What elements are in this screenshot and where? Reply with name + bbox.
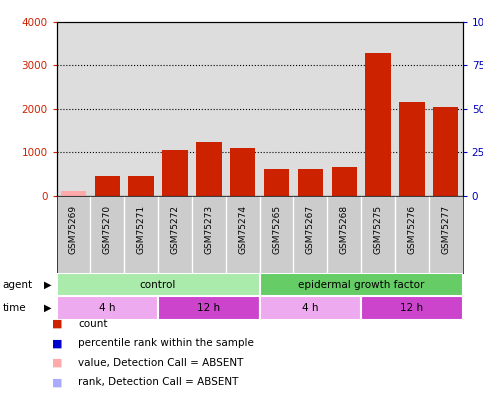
Text: value, Detection Call = ABSENT: value, Detection Call = ABSENT [78,358,243,368]
Bar [230,148,256,196]
Text: GSM75274: GSM75274 [238,205,247,254]
Text: 12 h: 12 h [400,303,424,313]
Text: time: time [2,303,26,313]
Text: agent: agent [2,280,32,290]
Text: ▶: ▶ [44,303,52,313]
Text: GSM75273: GSM75273 [204,205,213,254]
Text: GSM75265: GSM75265 [272,205,281,254]
Bar [162,150,188,196]
Text: GSM75271: GSM75271 [137,205,146,254]
Text: GSM75275: GSM75275 [373,205,383,254]
Text: epidermal growth factor: epidermal growth factor [298,280,425,290]
Bar [298,169,323,196]
Text: GSM75270: GSM75270 [103,205,112,254]
Text: GSM75272: GSM75272 [170,205,180,254]
Text: ■: ■ [52,358,62,368]
Bar [57,273,260,296]
Text: ▶: ▶ [44,280,52,290]
Text: count: count [78,319,108,329]
Text: GSM75269: GSM75269 [69,205,78,254]
Text: 4 h: 4 h [99,303,115,313]
Bar [260,273,463,296]
Bar [260,296,361,320]
Text: rank, Detection Call = ABSENT: rank, Detection Call = ABSENT [78,377,239,387]
Text: control: control [140,280,176,290]
Bar [128,176,154,196]
Text: GSM75276: GSM75276 [408,205,416,254]
Bar [57,296,158,320]
Text: ■: ■ [52,319,62,329]
Bar [158,296,260,320]
Bar [196,142,222,196]
Bar [366,53,391,196]
Bar [433,107,458,196]
Text: GSM75277: GSM75277 [441,205,450,254]
Bar [399,102,425,196]
Bar [264,169,289,196]
Bar [95,176,120,196]
Text: percentile rank within the sample: percentile rank within the sample [78,339,254,348]
Text: GSM75268: GSM75268 [340,205,349,254]
Bar [331,167,357,196]
Text: ■: ■ [52,339,62,348]
Text: GSM75267: GSM75267 [306,205,315,254]
Text: 4 h: 4 h [302,303,319,313]
Bar [361,296,463,320]
Text: ■: ■ [52,377,62,387]
Text: 12 h: 12 h [197,303,220,313]
Bar [61,191,86,196]
